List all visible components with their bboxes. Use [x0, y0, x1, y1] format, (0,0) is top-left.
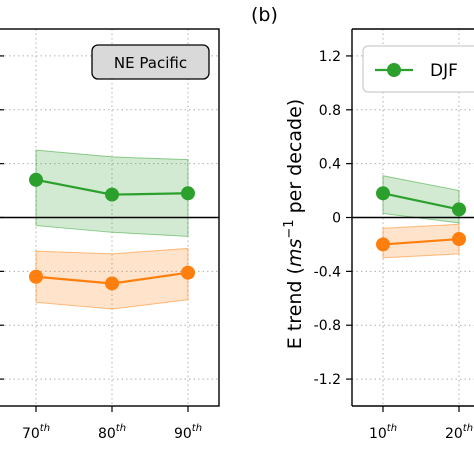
ylabel-prefix: E trend ( [284, 267, 306, 349]
panel-a-points [29, 172, 195, 291]
panel-b-band-0 [382, 175, 460, 224]
panel-b-yticks: 1.2 0.8 0.4 0 -0.4 -0.8 -1.2 [314, 49, 352, 388]
panel-b-points [376, 186, 466, 252]
legend-marker-djf [387, 63, 401, 77]
panel-b-ytick-label: -0.4 [314, 264, 341, 280]
panel-b-lines [382, 192, 460, 246]
panel-b-point-0 [376, 186, 390, 201]
ylabel-unit: ms [284, 239, 306, 268]
panel-a-xtick-2: 90th [174, 423, 202, 442]
panel-b-letter: (b) [251, 4, 278, 26]
panel-b-line-0 [382, 192, 460, 211]
panel-b-ytick-label: -0.8 [314, 318, 341, 334]
region-label: NE Pacific [114, 54, 187, 72]
panel-b-ytick-label: 0.8 [319, 103, 341, 119]
panel-a: 70th 80th 90th NE Pacific [0, 28, 220, 442]
panel-a-xticks: 70th 80th 90th [22, 406, 202, 442]
ylabel-suffix: per decade) [284, 99, 306, 220]
panel-b-point-0 [452, 202, 466, 217]
legend-frame [362, 45, 474, 93]
legend-label-djf: DJF [430, 61, 458, 81]
panel-b-ytick-label: -1.2 [314, 372, 341, 388]
panel-b-xtick-1: 20th [445, 423, 473, 442]
panel-a-point-1 [105, 276, 119, 291]
panel-b-ytick-label: 0.4 [319, 157, 341, 173]
panel-b-ytick-label: 0 [332, 211, 341, 227]
panel-a-point-0 [181, 186, 195, 201]
panel-a-xtick-0: 70th [22, 423, 50, 442]
panel-b-ytick-label: 1.2 [319, 49, 341, 65]
panel-b-xtick-0: 10th [369, 423, 397, 442]
panel-b-ylabel: E trend (ms−1 per decade) [282, 99, 306, 349]
panel-a-frame [0, 28, 220, 407]
panel-a-point-0 [29, 172, 43, 187]
panel-b-point-1 [376, 237, 390, 252]
panel-a-point-0 [105, 187, 119, 202]
panel-a-xtick-1: 80th [98, 423, 126, 442]
panel-b-xticks: 10th 20th [369, 406, 473, 442]
panel-b-line-1 [382, 237, 460, 246]
ylabel-unit-exp: −1 [282, 219, 297, 238]
legend: DJF [362, 45, 474, 93]
panel-b: 1.2 0.8 0.4 0 -0.4 -0.8 -1.2 10th 20th DJF [314, 28, 474, 442]
panel-a-point-1 [29, 269, 43, 284]
region-label-box: NE Pacific [91, 44, 210, 80]
panel-a-yticks [0, 55, 4, 380]
panel-b-point-1 [452, 232, 466, 247]
panel-a-point-1 [181, 265, 195, 280]
